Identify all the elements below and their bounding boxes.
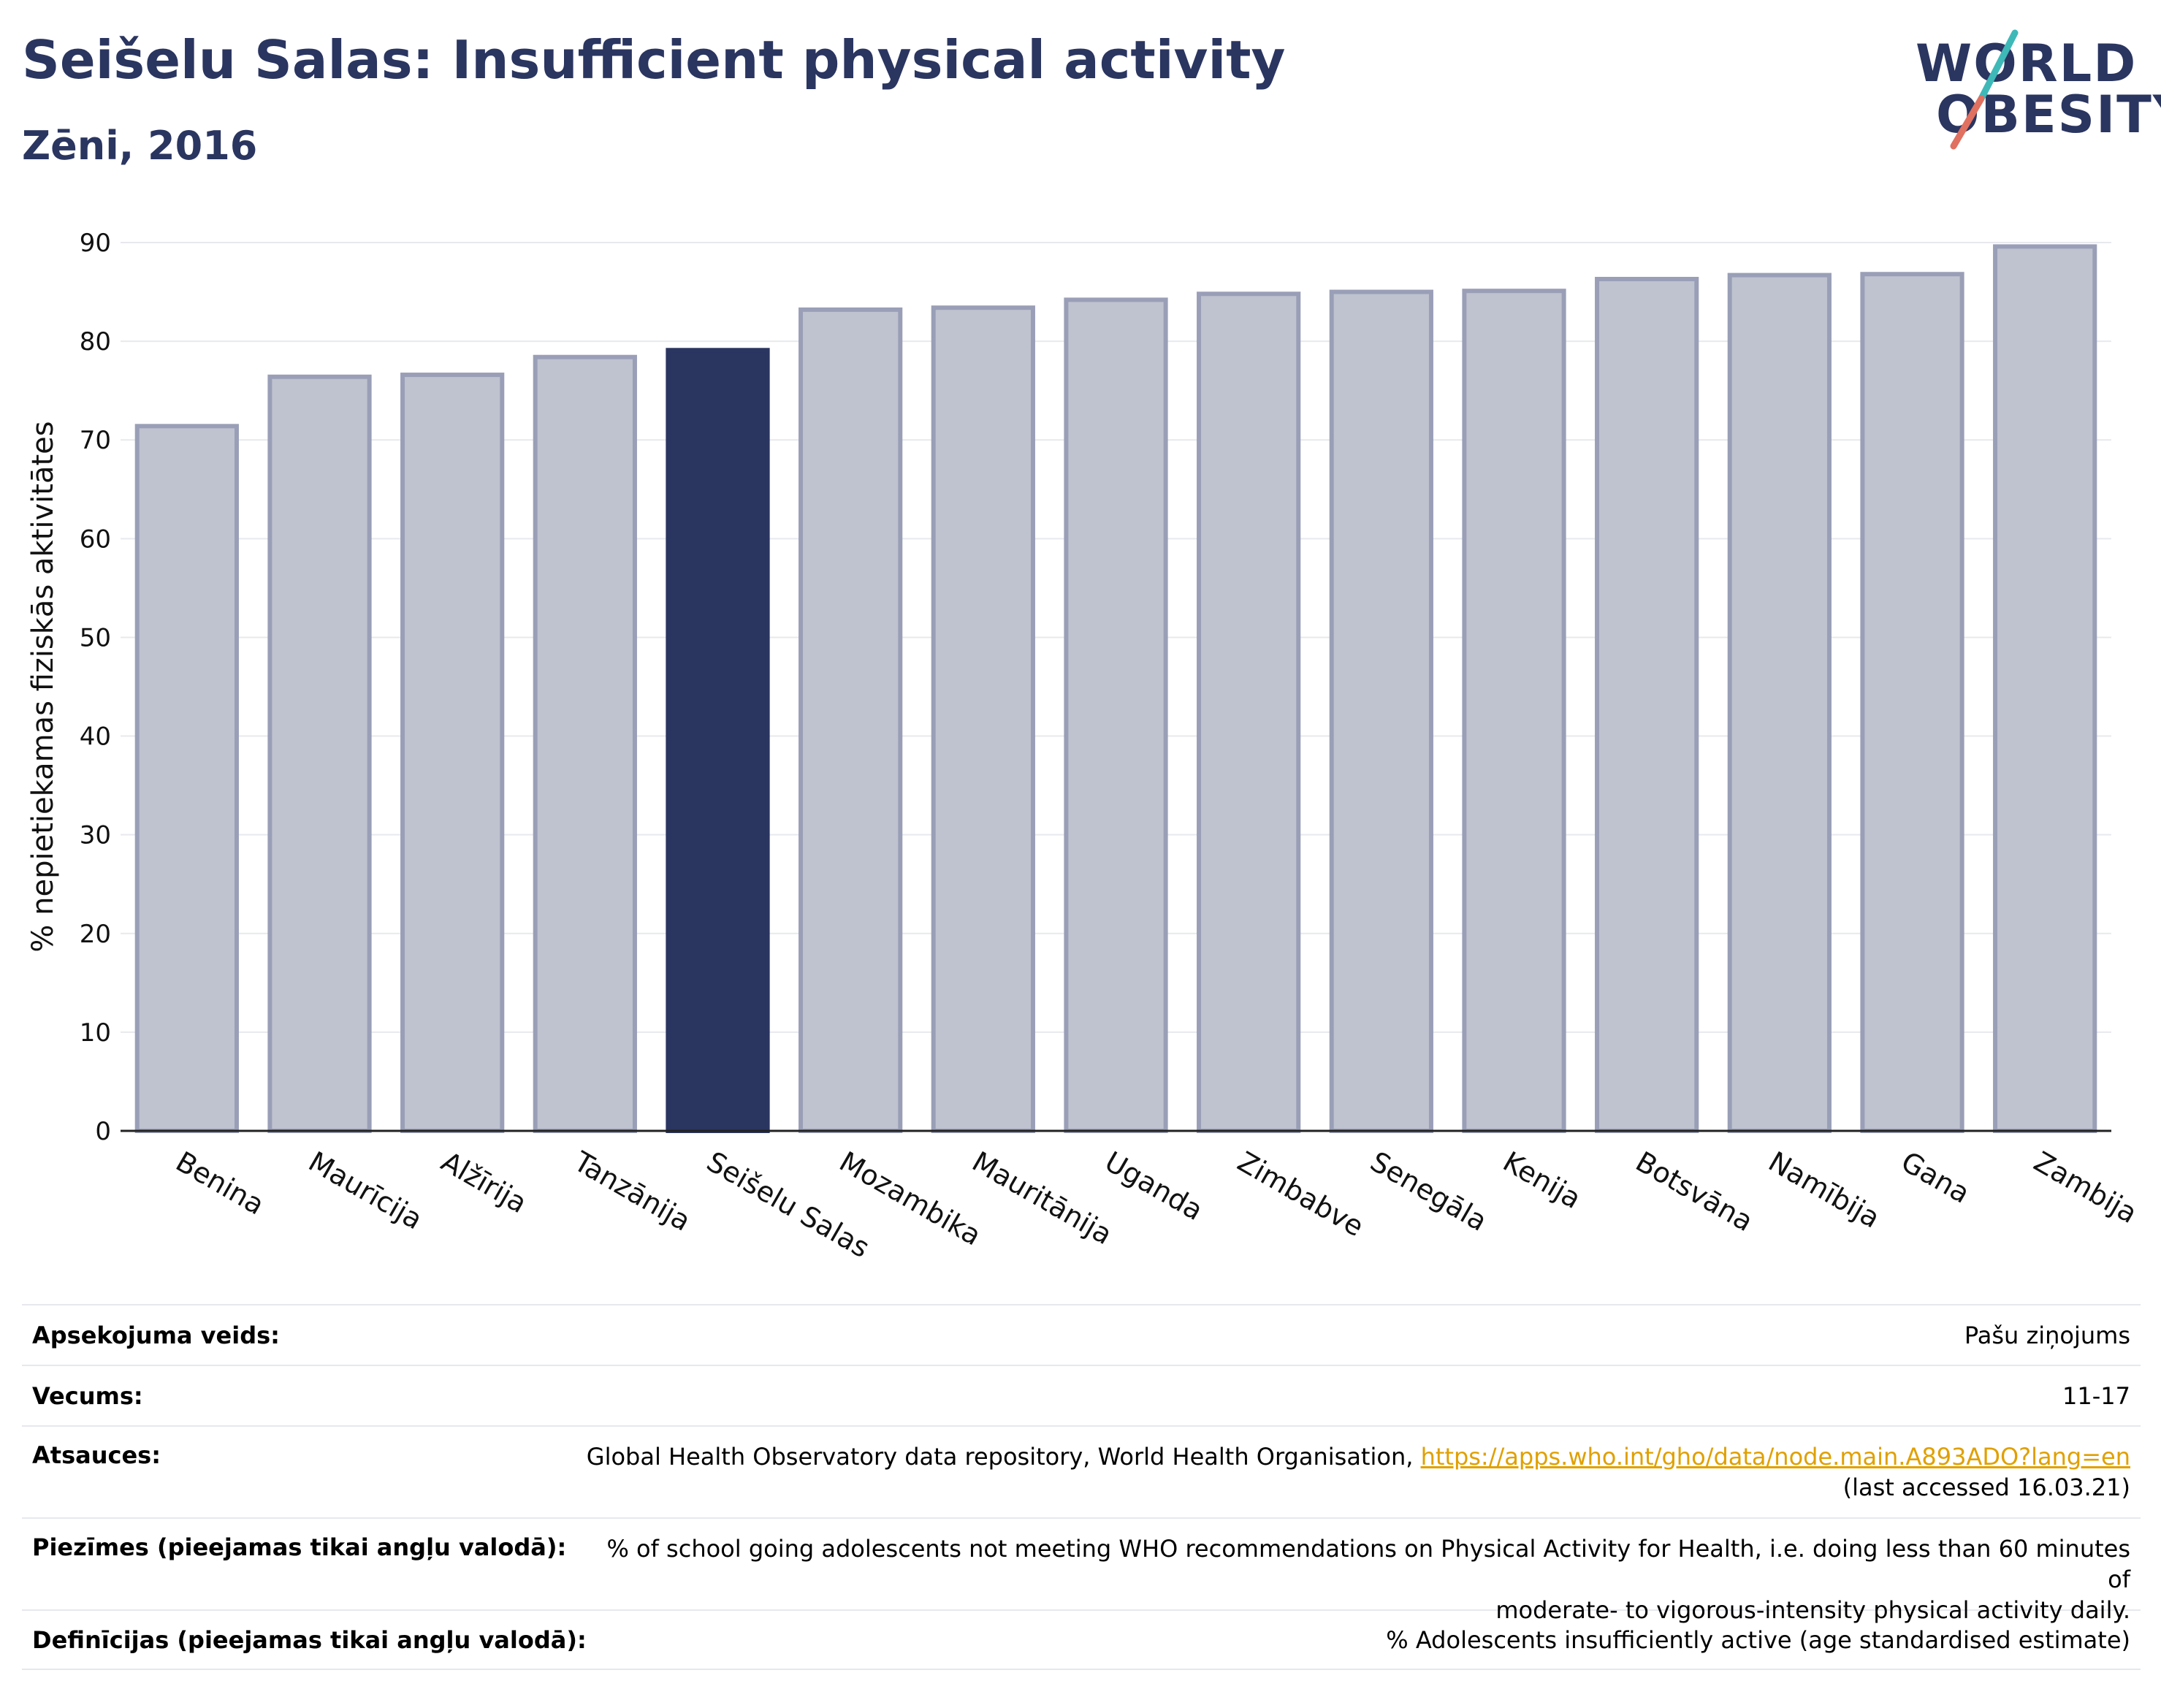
y-axis-label: % nepietiekamas fiziskās aktivitātes	[26, 421, 60, 952]
y-tick-label: 60	[80, 525, 111, 554]
info-row-references: Atsauces: Global Health Observatory data…	[22, 1425, 2141, 1517]
bar-uganda	[1064, 297, 1168, 1133]
bars	[134, 244, 2097, 1134]
bar-alžīrija	[400, 373, 505, 1134]
bar-chart: 0 10 20 30 40 50 60 70 80 90 Benina Maurīcija Alžīr…	[26, 229, 2143, 1264]
x-tick-label: Gana	[1896, 1145, 1975, 1210]
bar-benina	[134, 424, 239, 1133]
y-tick-label: 90	[80, 229, 111, 258]
x-tick-label: Namībija	[1763, 1145, 1885, 1235]
x-tick-label: Alžīrija	[436, 1145, 533, 1220]
world-obesity-logo: WORLD OBESITY	[1899, 22, 2161, 153]
y-tick-label: 0	[95, 1117, 111, 1146]
info-key-definitions: Definīcijas (pieejamas tikai angļu valod…	[32, 1625, 587, 1654]
bar-mauritānija	[931, 305, 1035, 1133]
notes-line1: % of school going adolescents not meetin…	[606, 1535, 2130, 1593]
info-value-definitions: % Adolescents insufficiently active (age…	[1386, 1625, 2130, 1654]
bar-botsvāna	[1595, 276, 1699, 1134]
x-tick-label: Uganda	[1099, 1145, 1208, 1227]
info-value-references: Global Health Observatory data repositor…	[587, 1441, 2130, 1517]
reference-link[interactable]: https://apps.who.int/gho/data/node.main.…	[1420, 1443, 2130, 1471]
bar-zimbabve	[1197, 291, 1301, 1133]
info-table: Apsekojuma veids: Pašu ziņojums Vecums: …	[22, 1304, 2141, 1670]
x-tick-label: Senegāla	[1365, 1145, 1493, 1238]
page-title: Seišelu Salas: Insufficient physical act…	[22, 29, 1286, 91]
bar-namībija	[1727, 272, 1832, 1133]
y-tick-label: 80	[80, 327, 111, 357]
x-tick-label: Kenija	[1498, 1145, 1586, 1216]
bar-senegāla	[1329, 289, 1433, 1133]
info-key-survey: Apsekojuma veids:	[32, 1321, 280, 1349]
y-tick-label: 70	[80, 426, 111, 455]
x-tick-label: Zambija	[2029, 1145, 2143, 1230]
y-tick-label: 10	[80, 1018, 111, 1048]
x-tick-label: Mauritānija	[967, 1145, 1117, 1251]
y-axis-ticks: 0 10 20 30 40 50 60 70 80 90	[80, 229, 111, 1146]
reference-text: Global Health Observatory data repositor…	[586, 1443, 1421, 1471]
bar-maurīcija	[267, 374, 372, 1133]
info-value-age: 11-17	[2062, 1381, 2130, 1410]
bar-mozambika	[799, 307, 903, 1133]
info-key-age: Vecums:	[32, 1381, 143, 1410]
reference-accessed: (last accessed 16.03.21)	[1842, 1473, 2130, 1501]
info-row-age: Vecums: 11-17	[22, 1365, 2141, 1425]
info-key-notes: Piezīmes (pieejamas tikai angļu valodā):	[32, 1533, 567, 1561]
y-tick-label: 50	[80, 623, 111, 652]
x-axis-labels: Benina Maurīcija Alžīrija Tanzānija Seišelu …	[170, 1145, 2142, 1264]
y-tick-label: 20	[80, 920, 111, 949]
info-value-notes: % of school going adolescents not meetin…	[595, 1533, 2130, 1624]
info-row-definitions: Definīcijas (pieejamas tikai angļu valod…	[22, 1609, 2141, 1670]
x-tick-label: Zimbabve	[1232, 1145, 1369, 1243]
bar-tanzānija	[533, 354, 637, 1133]
bar-seišelu-salas	[666, 348, 770, 1133]
x-tick-label: Maurīcija	[303, 1145, 428, 1236]
info-row-survey: Apsekojuma veids: Pašu ziņojums	[22, 1304, 2141, 1365]
y-tick-label: 40	[80, 723, 111, 752]
bar-zambija	[1993, 244, 2097, 1134]
info-value-survey: Pašu ziņojums	[1964, 1321, 2130, 1349]
notes-line2: moderate- to vigorous-intensity physical…	[1495, 1596, 2130, 1624]
x-tick-label: Benina	[170, 1145, 270, 1221]
bar-kenija	[1462, 289, 1566, 1133]
logo-slash-icon	[1950, 29, 2019, 150]
page-subtitle: Zēni, 2016	[22, 123, 258, 169]
bar-gana	[1860, 272, 1964, 1133]
info-key-references: Atsauces:	[32, 1441, 161, 1469]
x-tick-label: Botsvāna	[1631, 1145, 1758, 1238]
info-row-notes: Piezīmes (pieejamas tikai angļu valodā):…	[22, 1517, 2141, 1624]
logo-line1: WORLD	[1916, 34, 2138, 94]
y-tick-label: 30	[80, 821, 111, 850]
x-tick-label: Tanzānija	[568, 1145, 695, 1238]
